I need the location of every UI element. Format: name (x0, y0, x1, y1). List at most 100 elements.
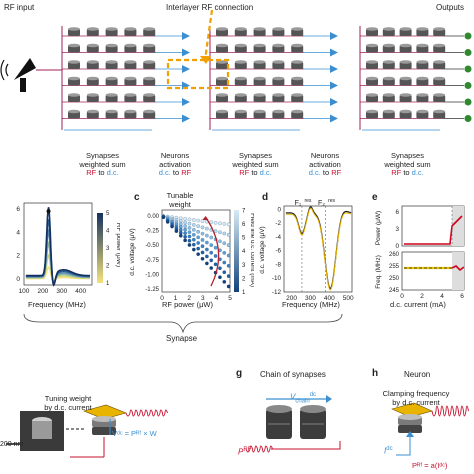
synapse-device (272, 93, 285, 102)
synapse-brace-label: Synapse (166, 334, 198, 343)
panel-d-frame (283, 205, 353, 293)
panel-c-point (226, 232, 231, 237)
synapse-device (86, 76, 99, 86)
synapse-device (253, 43, 266, 53)
panel-c-ytick: -1.25 (145, 287, 159, 293)
panel-c-ylabel: d.c. voltage (μV) (129, 228, 136, 275)
neurons-label-1: Neurons activation d.c. to RF (158, 151, 192, 177)
panel-c-point (218, 275, 222, 280)
panel-c-point (205, 233, 209, 238)
synapse-device (68, 109, 80, 119)
neuron-triangle (182, 65, 190, 73)
synapse-device (143, 93, 156, 102)
panel-c-point (218, 230, 222, 235)
synapse-device (86, 93, 99, 102)
panel-c-point (187, 234, 192, 239)
panel-e-xtick: 6 (460, 293, 464, 300)
panel-c-point (183, 217, 187, 221)
synapse-device (105, 60, 118, 69)
synapse-device (382, 27, 395, 36)
panel-c-xlabel: RF power (μW) (162, 300, 213, 309)
h-dc-arrowhead (406, 431, 414, 437)
output-node (464, 49, 472, 56)
synapse-device (382, 93, 395, 102)
panel-c-point (192, 237, 196, 242)
panel-b-colorbar-label: RF power (μW) (115, 223, 120, 267)
synapse-device (216, 43, 228, 53)
synapse-device (253, 27, 266, 36)
output-node (464, 82, 472, 89)
synapse-device (366, 76, 378, 86)
panel-d-ylabel: d.c. voltage (μV) (259, 226, 266, 273)
panel-c-point (161, 215, 166, 220)
panel-c-point (213, 254, 218, 258)
panel-d-xtick: 500 (343, 295, 354, 302)
panel-c-point (222, 241, 227, 246)
panel-c-xtick: 4 (215, 295, 219, 302)
neuron-triangle (182, 114, 190, 123)
panel-c-point (196, 241, 200, 245)
panel-c-point (226, 253, 231, 258)
synapse-device (272, 27, 285, 36)
panel-h-subtitle: Clamping frequency by d.c. current (382, 389, 450, 407)
panel-c-point (192, 247, 196, 252)
panel-b-frame (23, 202, 93, 286)
panel-d-ytick: 0 (277, 206, 281, 213)
panel-c-ytick: -0.25 (145, 229, 159, 235)
synapse-device (105, 43, 118, 53)
synapse-device (68, 76, 80, 86)
panel-d-ytick: -8 (275, 261, 281, 268)
neuron-triangle (330, 114, 338, 123)
output-node (464, 98, 472, 106)
neuron-triangle (330, 32, 338, 40)
synapse-device (382, 43, 395, 53)
synapse-device (253, 93, 266, 102)
f-rf-wave (125, 409, 168, 417)
output-node (464, 32, 472, 40)
panel-e-xtick: 4 (440, 293, 444, 300)
panel-c-ytick: -1.00 (145, 272, 159, 278)
synapse-array-3 (359, 26, 472, 131)
panel-c-point (187, 226, 192, 230)
bottom-illustrations (6, 395, 469, 458)
synapse-device (399, 60, 412, 69)
panel-e-y1-tick: 6 (395, 209, 399, 216)
synapse-array-2 (209, 26, 338, 131)
synapse-device (272, 109, 285, 119)
panel-c-point (213, 245, 218, 250)
neurons-label-2: Neurons activation d.c. to RF (308, 151, 342, 177)
interlayer-arrowhead (200, 56, 211, 64)
panel-b-xtick: 200 (37, 288, 48, 295)
synapse-device (143, 76, 156, 86)
panel-c-point (178, 233, 183, 238)
panel-b-colorbar-tick: 3 (106, 246, 110, 252)
panel-c-colorbar-tick: 1 (242, 290, 246, 296)
panel-c-colorbar-label: Field line d.c. current (mA) (249, 213, 254, 287)
panel-c-point (187, 217, 192, 222)
panel-c-point (165, 220, 170, 224)
synapse-device (143, 109, 156, 119)
sem-pillar-body (32, 421, 52, 439)
panel-e-y2-tick: 255 (389, 264, 400, 270)
panel-e-y2-tick: 260 (389, 252, 400, 258)
output-node (464, 65, 472, 73)
panel-c-point (209, 258, 214, 263)
panel-c-label: c (134, 192, 140, 203)
synapse-device (124, 109, 137, 119)
panel-c-xtick: 3 (201, 295, 205, 302)
panel-c-point (192, 232, 196, 237)
panel-b-xtick: 100 (19, 288, 30, 295)
panel-d-xtick: 300 (305, 295, 316, 302)
panel-c-colorbar-tick: 4 (242, 249, 246, 255)
panel-d-ytick: -4 (275, 234, 281, 241)
panel-c-point (200, 250, 205, 255)
panel-c-colorbar-tick: 7 (242, 208, 246, 214)
synapse-device (216, 109, 228, 119)
synapse-device (433, 93, 446, 102)
synapse-device (124, 93, 137, 102)
panel-e-y2-tick: 245 (389, 288, 400, 294)
synapse-device (105, 76, 118, 86)
synapse-device (433, 76, 446, 86)
synapse-device (216, 60, 228, 69)
panel-b-ytick: 6 (16, 206, 20, 213)
